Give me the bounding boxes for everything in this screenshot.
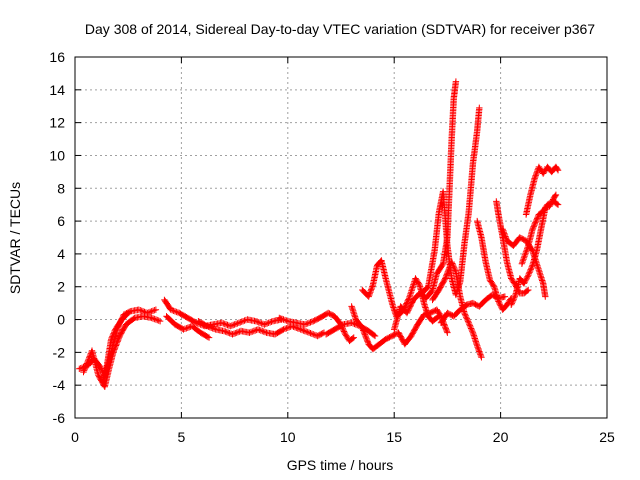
data-point-markers	[418, 104, 483, 299]
y-tick-label: 0	[57, 312, 65, 328]
x-tick-label: 20	[493, 429, 509, 445]
x-tick-label: 0	[71, 429, 79, 445]
data-point-markers	[195, 318, 328, 340]
data-points	[76, 78, 562, 390]
gridlines	[75, 57, 607, 418]
x-tick-label: 25	[599, 429, 615, 445]
x-tick-label: 15	[386, 429, 402, 445]
data-point-markers	[163, 313, 213, 341]
data-track	[99, 309, 132, 386]
data-track	[518, 198, 562, 267]
y-tick-label: 12	[49, 115, 65, 131]
x-axis-label: GPS time / hours	[287, 457, 394, 473]
data-track	[418, 104, 483, 299]
data-point-markers	[99, 309, 132, 386]
data-track	[474, 217, 515, 313]
y-tick-label: 16	[49, 49, 65, 65]
data-point-markers	[474, 217, 515, 313]
plot-frame	[74, 56, 608, 419]
data-point-markers	[522, 163, 562, 218]
y-tick-label: 2	[57, 279, 65, 295]
chart-title: Day 308 of 2014, Sidereal Day-to-day VTE…	[85, 21, 595, 37]
data-point-markers	[161, 296, 285, 330]
y-tick-label: 8	[57, 180, 65, 196]
data-track	[161, 296, 285, 330]
y-tick-label: 4	[57, 246, 65, 262]
y-tick-label: -2	[53, 344, 66, 360]
y-tick-label: -6	[53, 410, 66, 426]
data-track	[429, 258, 485, 361]
x-tick-label: 5	[178, 429, 186, 445]
data-point-markers	[429, 258, 485, 361]
y-tick-label: 10	[49, 147, 65, 163]
data-track	[163, 313, 213, 341]
y-axis-label: SDTVAR / TECUs	[7, 182, 23, 294]
axis-ticks: 0 5 10 15 20 25 -6 -4 -2 0 2 4 6 8 10 12 14 16	[49, 49, 615, 445]
y-tick-label: 14	[49, 82, 65, 98]
data-point-markers	[518, 198, 562, 267]
data-track	[522, 163, 562, 218]
y-tick-label: -4	[53, 377, 66, 393]
data-track	[195, 318, 328, 340]
y-tick-label: 6	[57, 213, 65, 229]
x-tick-label: 10	[280, 429, 296, 445]
